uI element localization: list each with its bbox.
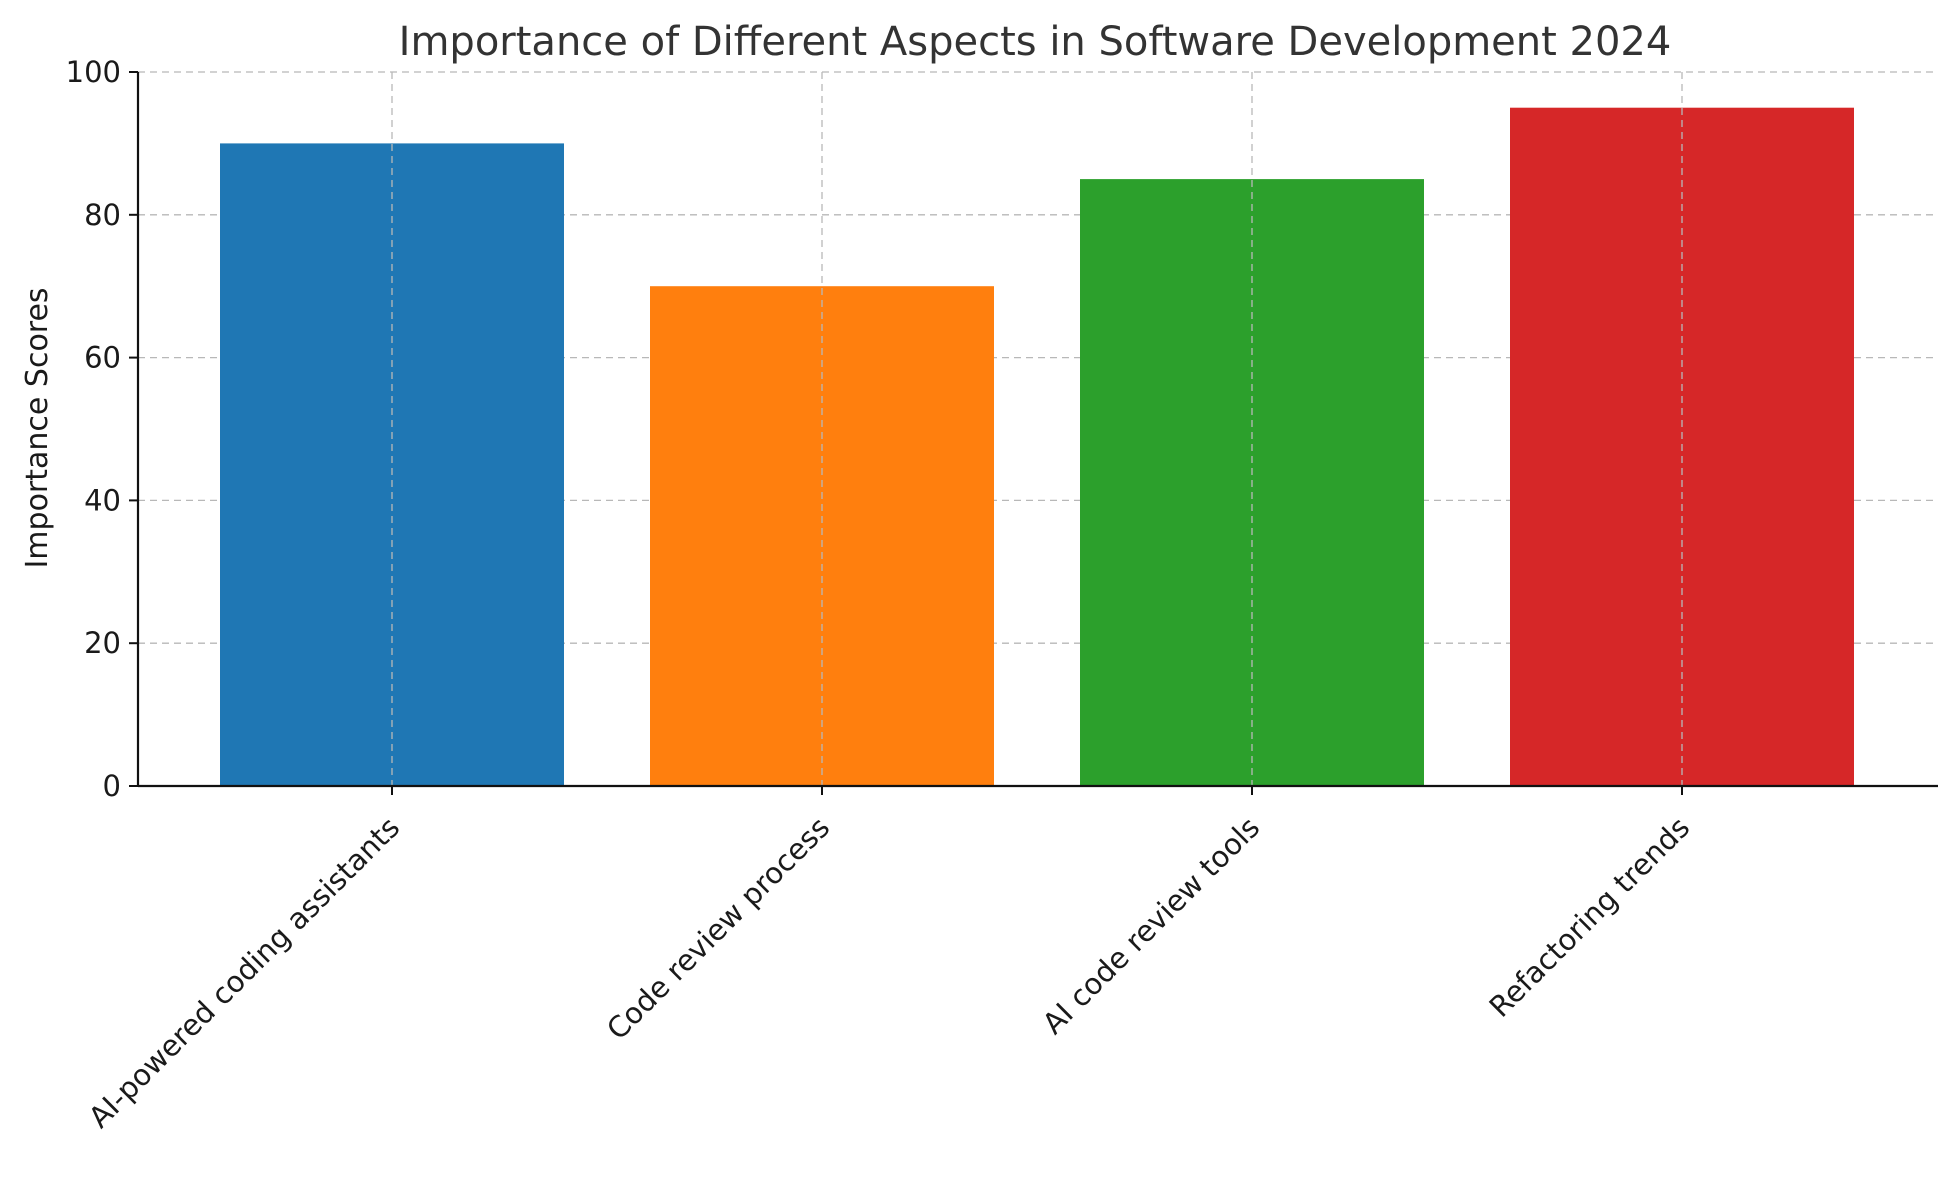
y-tick-label: 100 [66,55,121,89]
x-tick-label: AI-powered coding assistants [82,810,406,1134]
y-tick-label: 0 [103,769,121,803]
y-tick-label: 40 [84,483,121,517]
x-tick-label: Code review process [600,810,836,1046]
y-tick-label: 20 [84,626,121,660]
x-tick-label: AI code review tools [1036,810,1266,1040]
bars [220,107,1854,787]
y-axis-label: Importance Scores [20,287,55,568]
vertical-gridlines [391,72,1683,786]
y-tick-label: 60 [84,341,121,375]
chart-title: Importance of Different Aspects in Softw… [399,19,1672,65]
axes [136,72,1938,788]
x-tick-label: Refactoring trends [1483,810,1697,1024]
x-axis-ticks: AI-powered coding assistants Code review … [82,786,1696,1134]
y-axis-ticks: 0 20 40 60 80 100 [66,55,138,803]
y-tick-label: 80 [84,198,121,232]
